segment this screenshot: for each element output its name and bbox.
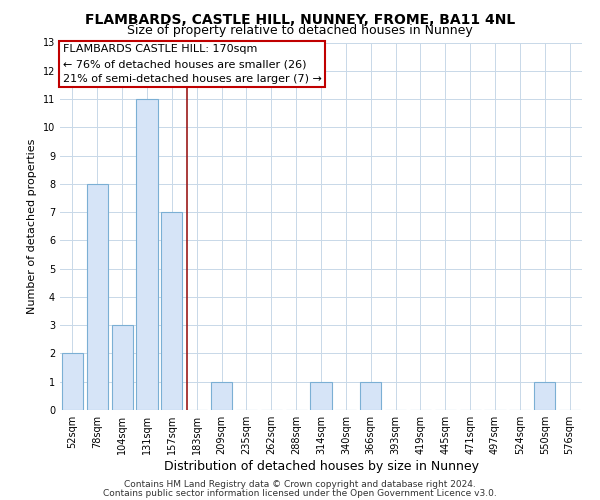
Text: FLAMBARDS, CASTLE HILL, NUNNEY, FROME, BA11 4NL: FLAMBARDS, CASTLE HILL, NUNNEY, FROME, B… xyxy=(85,12,515,26)
Bar xyxy=(87,184,108,410)
Text: Contains public sector information licensed under the Open Government Licence v3: Contains public sector information licen… xyxy=(103,488,497,498)
Bar xyxy=(112,325,133,410)
Bar xyxy=(62,354,83,410)
Bar xyxy=(211,382,232,410)
Bar xyxy=(136,99,158,410)
Text: Size of property relative to detached houses in Nunney: Size of property relative to detached ho… xyxy=(127,24,473,37)
Text: FLAMBARDS CASTLE HILL: 170sqm
← 76% of detached houses are smaller (26)
21% of s: FLAMBARDS CASTLE HILL: 170sqm ← 76% of d… xyxy=(62,44,322,84)
Text: Contains HM Land Registry data © Crown copyright and database right 2024.: Contains HM Land Registry data © Crown c… xyxy=(124,480,476,489)
Bar xyxy=(310,382,332,410)
Bar xyxy=(161,212,182,410)
Bar xyxy=(360,382,381,410)
Y-axis label: Number of detached properties: Number of detached properties xyxy=(27,138,37,314)
Bar xyxy=(534,382,555,410)
X-axis label: Distribution of detached houses by size in Nunney: Distribution of detached houses by size … xyxy=(163,460,479,473)
